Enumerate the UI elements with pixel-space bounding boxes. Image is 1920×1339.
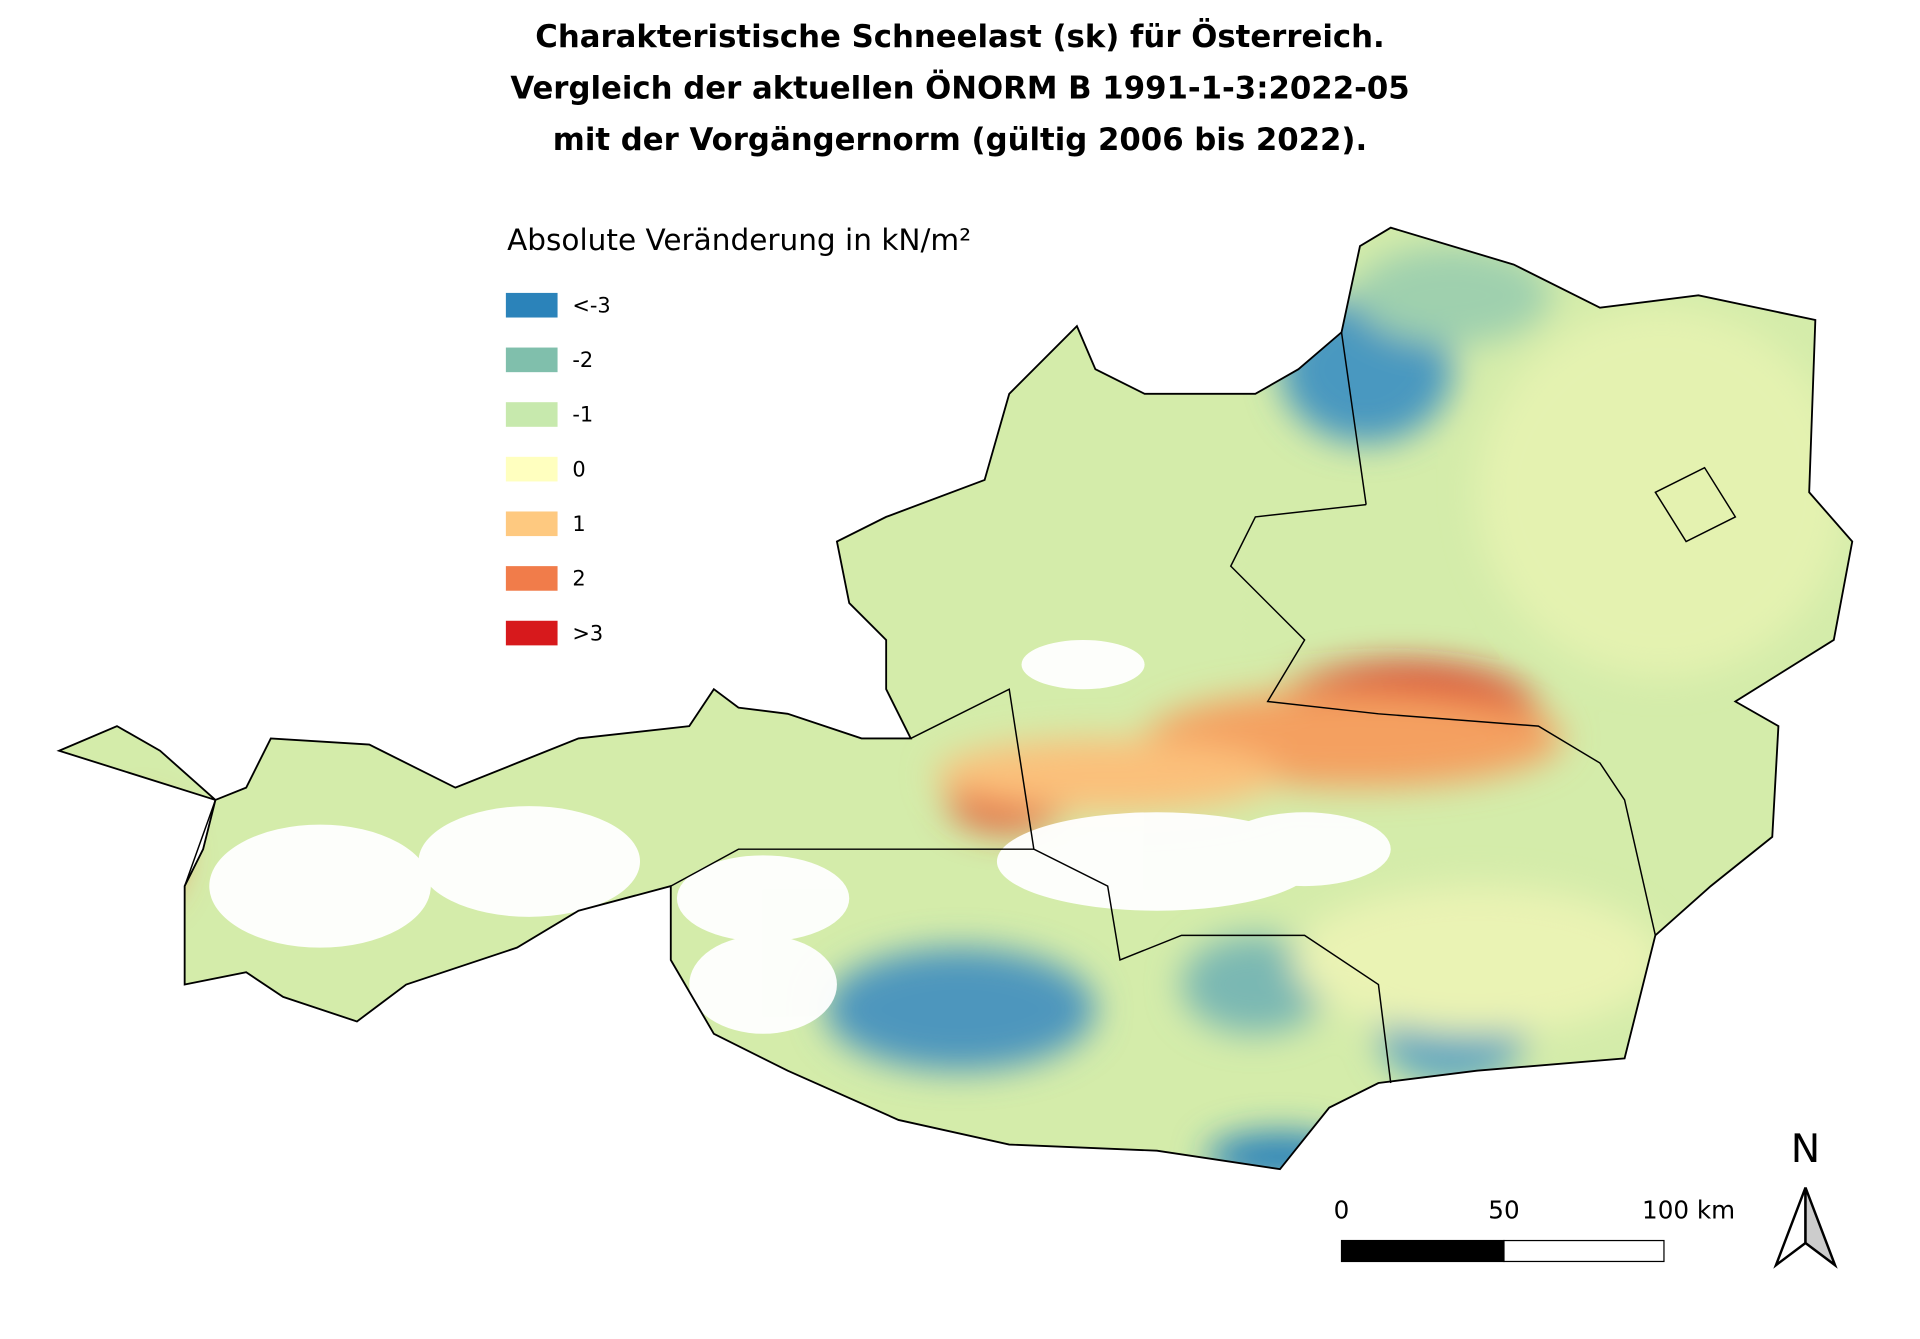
title-line: mit der Vorgängernorm (gültig 2006 bis 2… [553,122,1367,158]
legend-label: 0 [572,457,585,481]
legend-label: -2 [572,348,593,372]
scale-label: 0 [1334,1195,1350,1224]
legend-swatch [505,511,558,537]
legend-swatch [505,566,558,591]
legend-swatch [505,620,558,646]
legend-swatch [505,292,558,318]
legend-swatch [505,347,558,373]
legend-label: <-3 [572,293,610,317]
scale-segment [1340,1239,1505,1263]
legend-label: 2 [572,567,585,591]
scale-label: 100 km [1642,1195,1735,1224]
title-line: Vergleich der aktuellen ÖNORM B 1991-1-3… [510,69,1409,106]
legend-title: Absolute Veränderung in kN/m² [507,223,971,257]
legend: <-3 -2 -1 0 1 2 >3 [505,292,611,646]
north-arrow: N [1773,1126,1838,1269]
title-line: Charakteristische Schneelast (sk) für Ös… [535,18,1384,55]
state-borders [183,332,1737,1084]
legend-swatch [505,402,558,427]
legend-label: 1 [572,512,585,536]
legend-label: >3 [572,621,603,645]
scale-bar: 0 50 100 km [1334,1195,1735,1263]
country-border [56,226,1854,1171]
legend-label: -1 [572,403,593,427]
scale-label: 50 [1488,1195,1519,1224]
austria-map [59,227,1853,1170]
scale-segment [1503,1239,1665,1263]
legend-swatch [505,456,558,482]
north-label: N [1791,1126,1820,1172]
